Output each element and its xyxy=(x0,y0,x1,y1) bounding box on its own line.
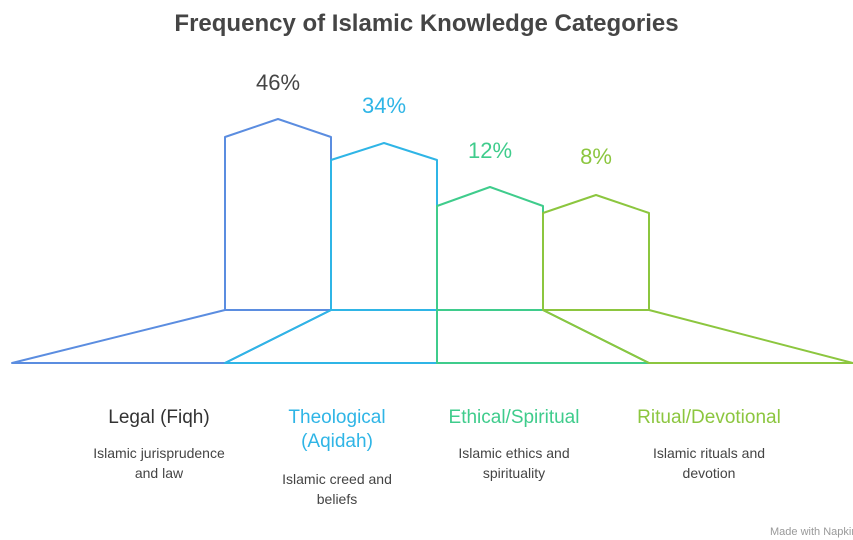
value-label: 8% xyxy=(580,144,612,169)
category-description: Islamic creed and beliefs xyxy=(282,471,392,507)
category-label: Legal (Fiqh) xyxy=(108,407,210,428)
value-label: 46% xyxy=(255,70,301,95)
value-label: 12% xyxy=(467,138,513,163)
legal-shape xyxy=(11,118,332,364)
category-label: Theological (Aqidah) xyxy=(288,407,386,452)
theological-shape xyxy=(224,142,438,364)
title: Frequency of Islamic Knowledge Categorie… xyxy=(174,10,679,37)
footer: Made with Napkin xyxy=(770,526,853,538)
category-description: Islamic jurisprudence and law xyxy=(93,445,225,481)
category-description: Islamic ethics and spirituality xyxy=(458,445,570,481)
category-label: Ethical/Spiritual xyxy=(448,407,580,428)
category-description: Islamic rituals and devotion xyxy=(652,445,766,481)
value-label: 34% xyxy=(361,93,407,118)
category-label: Ritual/Devotional xyxy=(637,407,781,428)
ritual-shape xyxy=(542,194,853,364)
